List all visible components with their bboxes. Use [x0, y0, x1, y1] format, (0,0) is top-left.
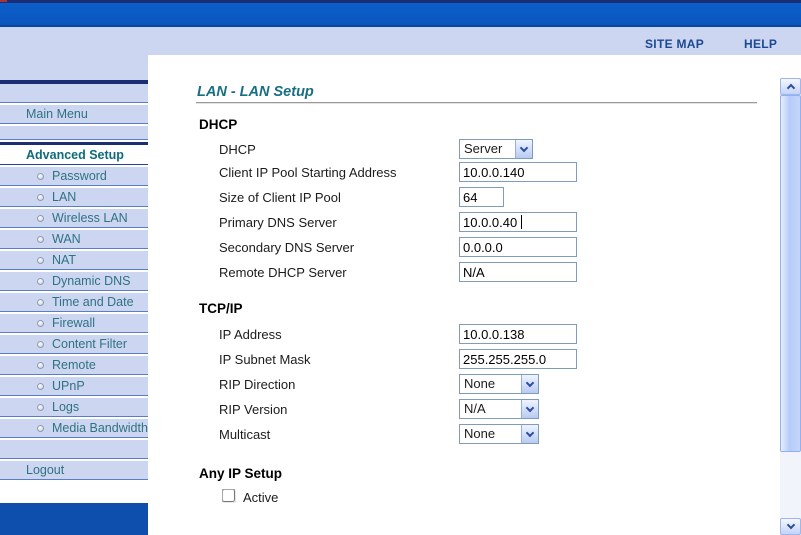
sidebar-item-label: LAN — [52, 190, 77, 204]
chevron-down-icon[interactable] — [515, 140, 532, 158]
bullet-icon — [37, 320, 44, 327]
rip-direction-label: RIP Direction — [219, 377, 296, 392]
sidebar-item-label: NAT — [52, 253, 77, 267]
rip-version-select[interactable]: N/A — [459, 399, 539, 419]
pool-start-label: Client IP Pool Starting Address — [219, 165, 397, 180]
scroll-up-button[interactable] — [780, 78, 801, 95]
sidebar-spacer — [0, 84, 148, 103]
bullet-icon — [37, 362, 44, 369]
sidebar-item-wan[interactable]: WAN — [0, 230, 148, 249]
sidebar-item-media-bandwidth-mgnt[interactable]: Media Bandwidth Mgnt. — [0, 419, 148, 454]
sidebar-item-main-menu[interactable]: Main Menu — [0, 105, 148, 124]
ip-address-input[interactable] — [459, 324, 577, 344]
sidebar-item-remote-management[interactable]: Remote Management — [0, 356, 148, 391]
sidebar-item-nat[interactable]: NAT — [0, 251, 148, 270]
chevron-down-icon[interactable] — [521, 425, 538, 443]
sidebar-item-label: Firewall — [52, 316, 96, 330]
rip-version-label: RIP Version — [219, 402, 288, 417]
sidebar-item-label: Password — [52, 169, 107, 183]
sidebar-item-dynamic-dns[interactable]: Dynamic DNS — [0, 272, 148, 291]
vertical-scrollbar[interactable] — [780, 78, 801, 535]
sidebar-background — [0, 27, 148, 80]
sidebar-nav: Main Menu Advanced Setup Password LAN Wi… — [0, 84, 148, 482]
pool-start-input[interactable] — [459, 162, 577, 182]
bullet-icon — [37, 236, 44, 243]
sidebar-item-logout[interactable]: Logout — [0, 461, 148, 480]
text-cursor — [521, 215, 522, 229]
content-panel — [148, 55, 801, 535]
sidebar-item-label: Content Filter — [52, 337, 128, 351]
dhcp-section-heading: DHCP — [199, 117, 238, 132]
anyip-section-heading: Any IP Setup — [199, 466, 283, 481]
sidebar-item-label: Time and Date — [52, 295, 134, 309]
primary-dns-label: Primary DNS Server — [219, 215, 337, 230]
chevron-down-icon[interactable] — [521, 375, 538, 393]
sidebar-item-label: Dynamic DNS — [52, 274, 131, 288]
sidebar-top-bar — [0, 80, 148, 84]
bullet-icon — [37, 341, 44, 348]
site-map-link[interactable]: SITE MAP — [645, 37, 705, 51]
remote-dhcp-input[interactable] — [459, 262, 577, 282]
sidebar-item-label: Logs — [52, 400, 80, 414]
bullet-icon — [37, 425, 44, 432]
pool-size-input[interactable] — [459, 187, 504, 207]
sidebar-item-label: WAN — [52, 232, 81, 246]
bullet-icon — [37, 257, 44, 264]
scroll-down-button[interactable] — [780, 518, 801, 535]
bullet-icon — [37, 194, 44, 201]
header-band — [0, 3, 801, 25]
title-divider — [196, 102, 757, 104]
sidebar-item-content-filter[interactable]: Content Filter — [0, 335, 148, 354]
primary-dns-input[interactable] — [459, 212, 577, 232]
anyip-active-checkbox[interactable] — [222, 489, 235, 502]
multicast-select[interactable]: None — [459, 424, 539, 444]
anyip-active-label: Active — [243, 490, 279, 505]
subnet-mask-input[interactable] — [459, 349, 577, 369]
sidebar-spacer — [0, 440, 148, 459]
chevron-down-icon — [786, 520, 795, 530]
bullet-icon — [37, 404, 44, 411]
sidebar-section-advanced-setup[interactable]: Advanced Setup — [0, 146, 148, 165]
chevron-down-icon[interactable] — [521, 400, 538, 418]
sidebar-item-label: UPnP — [52, 379, 85, 393]
remote-dhcp-label: Remote DHCP Server — [219, 265, 347, 280]
bullet-icon — [37, 173, 44, 180]
sidebar-section-divider — [0, 142, 148, 145]
dhcp-mode-label: DHCP — [219, 142, 256, 157]
multicast-selected-value: None — [464, 426, 496, 441]
sidebar-spacer — [0, 126, 148, 140]
header-band-edge — [0, 25, 801, 27]
dhcp-mode-select[interactable]: Server — [459, 139, 533, 159]
secondary-dns-label: Secondary DNS Server — [219, 240, 355, 255]
bullet-icon — [37, 215, 44, 222]
page-title: LAN - LAN Setup — [197, 84, 314, 100]
secondary-dns-input[interactable] — [459, 237, 577, 257]
chevron-up-icon — [786, 83, 795, 93]
rip-version-selected-value: N/A — [464, 401, 486, 416]
sidebar-footer-block — [0, 503, 148, 535]
sidebar-item-label: Wireless LAN — [52, 211, 128, 225]
tcpip-section-heading: TCP/IP — [199, 301, 243, 316]
sidebar-item-logs[interactable]: Logs — [0, 398, 148, 417]
sidebar-item-firewall[interactable]: Firewall — [0, 314, 148, 333]
sidebar-item-wireless-lan[interactable]: Wireless LAN — [0, 209, 148, 228]
ip-address-label: IP Address — [219, 327, 282, 342]
bullet-icon — [37, 299, 44, 306]
help-link[interactable]: HELP — [744, 37, 778, 51]
sidebar-item-upnp[interactable]: UPnP — [0, 377, 148, 396]
multicast-label: Multicast — [219, 427, 271, 442]
bullet-icon — [37, 278, 44, 285]
scrollbar-thumb[interactable] — [780, 95, 801, 452]
sidebar-item-password[interactable]: Password — [0, 167, 148, 186]
top-left-red-mark — [0, 0, 7, 2]
pool-size-label: Size of Client IP Pool — [219, 190, 341, 205]
sidebar-item-time-and-date[interactable]: Time and Date — [0, 293, 148, 312]
sidebar-item-lan[interactable]: LAN — [0, 188, 148, 207]
dhcp-mode-selected-value: Server — [464, 141, 503, 156]
subnet-mask-label: IP Subnet Mask — [219, 352, 311, 367]
rip-direction-select[interactable]: None — [459, 374, 539, 394]
bullet-icon — [37, 383, 44, 390]
top-border-line — [0, 0, 801, 3]
rip-direction-selected-value: None — [464, 376, 496, 391]
